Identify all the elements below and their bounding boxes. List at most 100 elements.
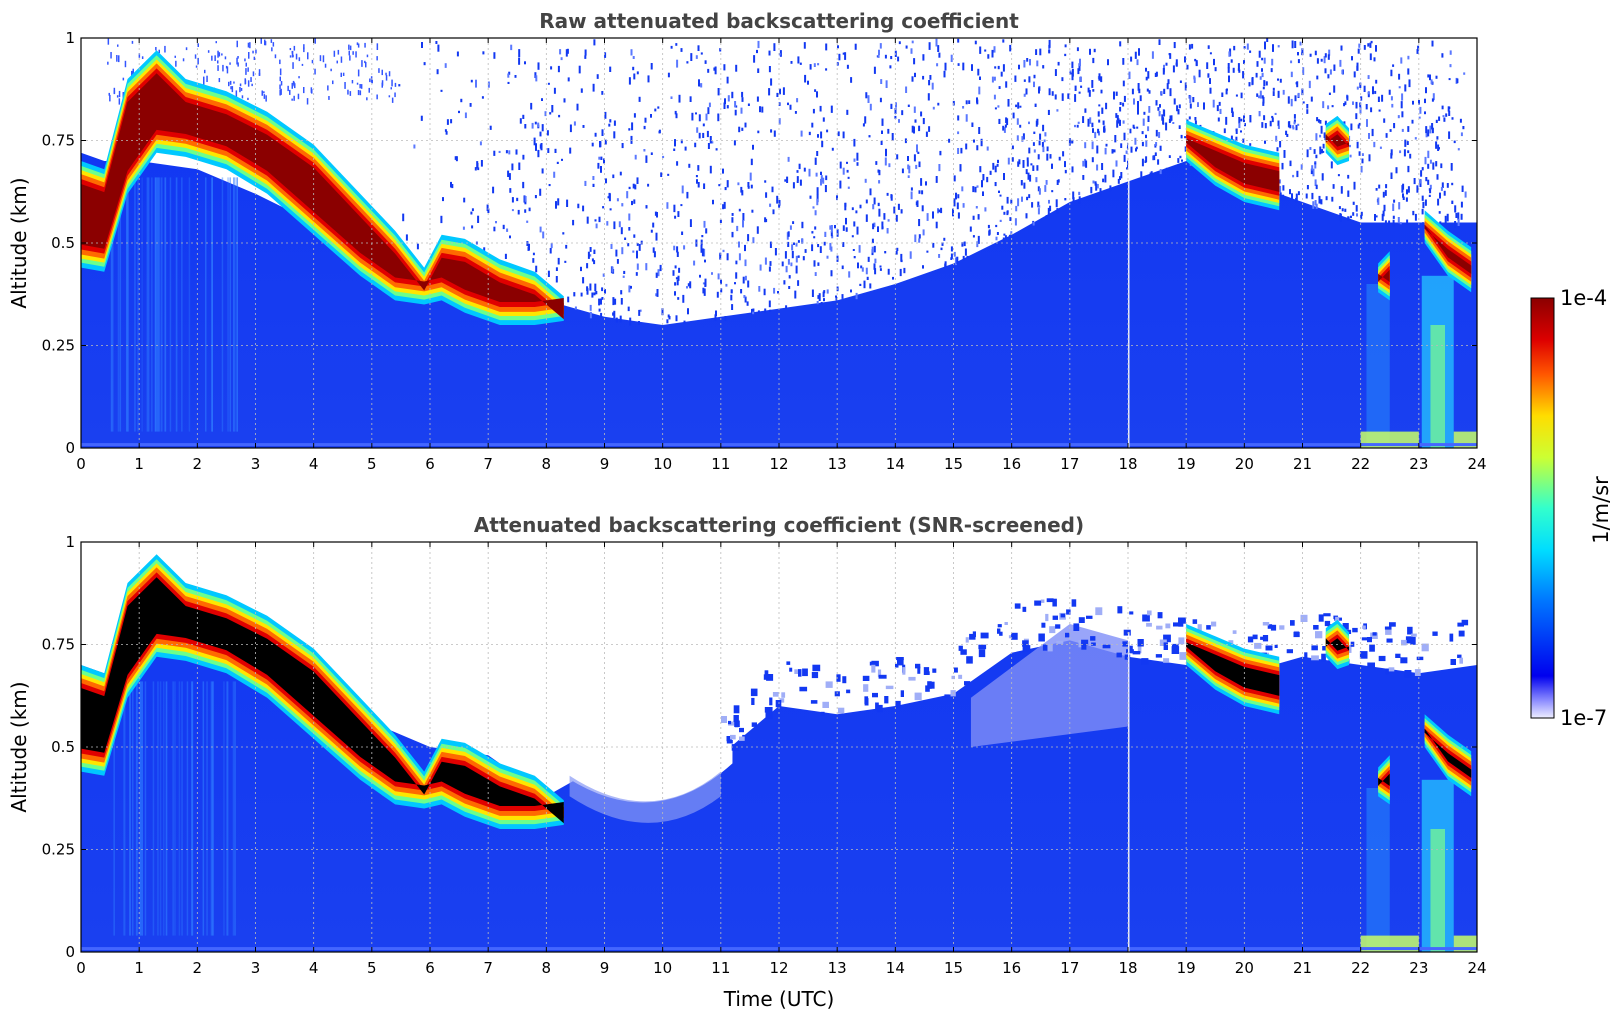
noise-pixel — [1173, 42, 1176, 49]
noise-pixel — [306, 98, 309, 105]
noise-pixel — [1249, 50, 1252, 53]
noise-pixel — [910, 191, 913, 200]
noise-pixel — [1279, 141, 1282, 148]
noise-pixel — [239, 83, 242, 87]
noise-pixel — [633, 234, 636, 238]
x-tick-label: 18 — [1118, 959, 1137, 977]
noise-pixel — [1388, 89, 1391, 95]
noise-pixel — [348, 44, 350, 50]
noise-pixel — [1316, 58, 1319, 64]
noise-pixel — [650, 152, 653, 155]
noise-pixel — [655, 272, 658, 278]
noise-pixel — [565, 49, 568, 57]
fall-streak — [123, 681, 125, 936]
noise-pixel — [589, 283, 592, 291]
noise-pixel — [769, 241, 772, 248]
noise-pixel — [783, 280, 786, 285]
noise-pixel — [916, 144, 918, 153]
noise-pixel — [1193, 77, 1196, 83]
noise-pixel — [1315, 184, 1318, 190]
noise-pixel — [1439, 192, 1441, 199]
fall-streak — [176, 177, 178, 432]
noise-pixel — [744, 275, 747, 281]
noise-pixel — [1416, 185, 1419, 193]
noise-pixel — [565, 244, 568, 249]
noise-pixel — [557, 198, 560, 206]
noise-pixel — [621, 143, 624, 149]
noise-pixel — [877, 226, 879, 232]
noise-pixel — [994, 182, 997, 187]
noise-pixel — [511, 209, 514, 212]
noise-pixel — [836, 229, 839, 237]
noise-pixel — [911, 125, 914, 133]
noise-pixel — [794, 111, 797, 114]
noise-pixel — [1369, 42, 1372, 48]
screened-pixel — [1090, 636, 1096, 641]
noise-pixel — [609, 119, 612, 123]
noise-pixel — [922, 229, 925, 236]
noise-pixel — [719, 48, 722, 52]
noise-pixel — [620, 290, 623, 295]
noise-pixel — [742, 276, 745, 284]
noise-pixel — [675, 43, 678, 46]
x-tick-label: 3 — [251, 959, 261, 977]
noise-pixel — [861, 267, 864, 272]
noise-pixel — [402, 213, 405, 222]
noise-pixel — [797, 255, 800, 258]
noise-pixel — [1135, 148, 1137, 152]
noise-pixel — [1292, 127, 1295, 130]
noise-pixel — [1438, 116, 1441, 121]
screened-pixel — [1124, 654, 1131, 660]
noise-pixel — [816, 91, 818, 98]
noise-pixel — [1152, 155, 1155, 161]
noise-pixel — [1382, 210, 1385, 217]
noise-pixel — [1404, 84, 1407, 92]
noise-pixel — [553, 87, 556, 94]
noise-pixel — [1044, 132, 1047, 137]
noise-pixel — [1076, 124, 1079, 128]
screened-pixel — [1022, 645, 1031, 652]
noise-pixel — [957, 38, 960, 43]
noise-pixel — [1461, 185, 1464, 192]
noise-pixel — [974, 186, 977, 193]
screened-pixel — [885, 685, 894, 690]
noise-pixel — [1341, 69, 1344, 75]
noise-pixel — [813, 236, 816, 239]
screened-pixel — [1046, 598, 1054, 603]
noise-pixel — [771, 186, 774, 193]
noise-pixel — [535, 75, 538, 82]
noise-pixel — [1447, 106, 1450, 112]
noise-pixel — [638, 244, 641, 251]
screened-pixel — [781, 692, 786, 698]
noise-pixel — [744, 122, 747, 128]
noise-pixel — [675, 277, 678, 280]
noise-pixel — [558, 114, 561, 118]
noise-pixel — [1025, 213, 1028, 219]
fall-streak — [172, 681, 174, 936]
screened-pixel — [726, 740, 733, 744]
noise-pixel — [405, 234, 408, 241]
noise-pixel — [1329, 69, 1332, 75]
noise-pixel — [550, 66, 553, 70]
noise-pixel — [1130, 56, 1133, 62]
noise-pixel — [1105, 102, 1108, 110]
noise-pixel — [676, 246, 679, 253]
noise-pixel — [155, 47, 157, 51]
noise-pixel — [1424, 199, 1427, 206]
noise-pixel — [996, 163, 999, 167]
noise-pixel — [736, 225, 739, 232]
noise-pixel — [1422, 222, 1424, 227]
noise-pixel — [378, 68, 380, 73]
noise-pixel — [769, 261, 772, 266]
screened-pixel — [1171, 646, 1180, 654]
noise-pixel — [107, 61, 109, 65]
noise-pixel — [824, 185, 827, 193]
noise-pixel — [1194, 117, 1197, 121]
noise-pixel — [927, 93, 930, 101]
noise-pixel — [730, 294, 733, 301]
noise-pixel — [812, 206, 815, 209]
noise-pixel — [819, 246, 822, 253]
screened-pixel — [1388, 667, 1395, 672]
x-tick-label: 23 — [1409, 959, 1428, 977]
noise-pixel — [1429, 189, 1432, 194]
